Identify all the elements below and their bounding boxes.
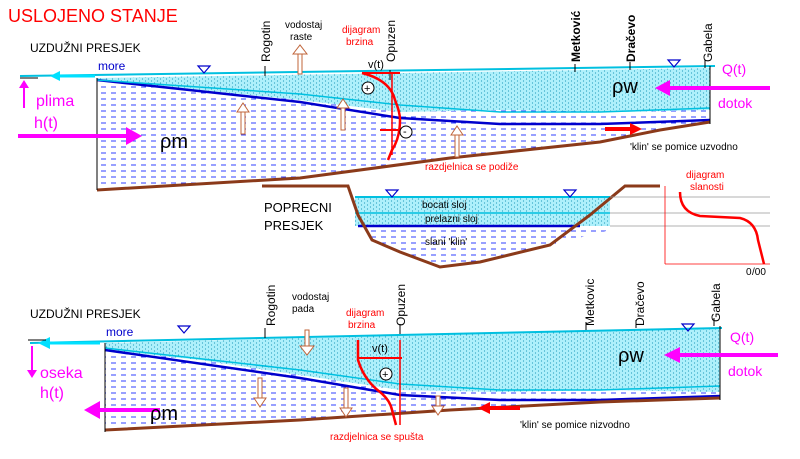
top-plus-symbol [361, 81, 375, 95]
page-title: USLOJENO STANJE [8, 6, 178, 26]
bottom-inflow-label: dotok [728, 363, 763, 379]
cross-riverbed [262, 184, 660, 269]
top-section-label: UZDUŽNI PRESJEK [30, 40, 141, 55]
top-rho-m: ρm [160, 131, 188, 153]
top-level-note-2: raste [290, 32, 313, 43]
top-place-gabela: Gabela [701, 23, 715, 62]
top-interface-line [96, 78, 711, 126]
cross-layer-mid: prelazni sloj [425, 214, 478, 225]
top-place-dracevo: Dračevo [624, 15, 638, 62]
bottom-velocity-note-2: brzina [348, 320, 376, 331]
top-velocity-note-2: brzina [346, 37, 374, 48]
top-tide-label: plima [36, 93, 74, 110]
top-wedge-note: 'klin' se pomice uzvodno [630, 142, 738, 153]
bottom-level-marker-right [680, 323, 696, 332]
top-inflow-arrowhead [655, 80, 670, 96]
bottom-place-opuzen: Opuzen [394, 284, 408, 326]
top-tide-rise-arrowhead [19, 80, 29, 88]
cross-section: POPRECNI PRESJEK bocati sloj prelazni sl… [262, 170, 770, 278]
bottom-velocity-symbol: v(t) [372, 343, 388, 355]
bottom-wedge-note: 'klin' se pomice nizvodno [520, 420, 630, 431]
top-velocity-note-1: dijagram [342, 25, 380, 36]
bottom-interface-fall-arrows [253, 377, 445, 418]
bottom-riverbed [104, 396, 721, 432]
bottom-plus-symbol [379, 367, 393, 381]
top-sea-inflow-arrowhead [126, 127, 142, 145]
top-place-metkovic: Metković [569, 10, 583, 62]
salinity-zero: 0 [746, 267, 752, 278]
top-level-rise-arrow [297, 53, 303, 75]
cross-layer-top: bocati sloj [422, 200, 466, 211]
top-minus-symbol [399, 125, 413, 139]
top-velocity-profile [361, 71, 402, 161]
top-plus-mark: + [364, 83, 370, 95]
bottom-sea-outflow-arrowhead [84, 401, 100, 419]
top-minus-mark: - [403, 126, 407, 138]
salinity-note-1: dijagram [686, 170, 724, 181]
bottom-tide-fall-arrowhead [27, 370, 37, 378]
bottom-transition-line [104, 347, 721, 391]
bottom-interface-note: razdjelnica se spušta [330, 432, 424, 443]
bottom-level-fall-arrow [304, 329, 310, 347]
bottom-tide-label: oseka [40, 365, 83, 382]
top-inflow-label: dotok [718, 95, 753, 111]
top-flow-label: Q(t) [722, 61, 746, 77]
top-level-rise-arrowhead [291, 44, 309, 55]
top-sea-label: more [98, 59, 126, 73]
salinity-profile [678, 191, 766, 265]
top-wedge-arrowhead [630, 123, 642, 135]
cross-level-marker-1 [384, 189, 400, 198]
top-transition-line [96, 79, 711, 113]
top-interface-note: razdjelnica se podiže [425, 162, 519, 173]
bottom-level-note-2: pada [292, 304, 315, 315]
top-level-note-1: vodostaj [285, 20, 322, 31]
bottom-rho-w: ρw [618, 345, 644, 367]
top-level-marker [196, 65, 212, 74]
top-fresh-layer [97, 68, 710, 112]
cross-label-1: POPRECNI [264, 200, 332, 215]
bottom-level-marker [176, 325, 192, 334]
bottom-place-metkovic: Metkovic [583, 279, 597, 326]
top-velocity-symbol: v(t) [368, 59, 384, 71]
top-place-rogotin: Rogotin [259, 21, 273, 62]
bottom-place-dracevo: Dračevo [633, 281, 647, 326]
cross-fresh-layer [355, 197, 610, 226]
bottom-sea-label: more [106, 325, 134, 339]
salinity-note-2: slanosti [690, 182, 724, 193]
top-water-surface [19, 65, 716, 77]
top-outflow-arrowhead [50, 71, 60, 81]
bottom-velocity-profile [356, 340, 398, 426]
bottom-wedge-arrowhead [478, 402, 490, 414]
bottom-rho-m: ρm [150, 403, 178, 425]
cross-label-2: PRESJEK [264, 218, 324, 233]
bottom-fresh-layer [105, 328, 720, 392]
bottom-plus-mark: + [382, 369, 388, 381]
bottom-inflow-arrowhead [664, 347, 680, 363]
top-interface-rise-arrows [236, 98, 464, 158]
bottom-water-surface [29, 327, 723, 344]
top-place-opuzen: Opuzen [384, 20, 398, 62]
bottom-longitudinal-section: UZDUŽNI PRESJEK more oseka h(t) ρm ρw Q(… [27, 279, 778, 443]
bottom-level-fall-arrowhead [298, 345, 316, 356]
bottom-outflow-arrowhead [38, 337, 50, 349]
bottom-interface-line [104, 348, 721, 402]
salinity-unit: /00 [752, 267, 766, 278]
top-riverbed [96, 120, 711, 192]
bottom-place-gabela: Gabela [709, 283, 723, 322]
bottom-tide-function: h(t) [40, 385, 64, 402]
cross-layer-bottom: slani 'klin' [425, 237, 467, 248]
top-longitudinal-section: UZDUŽNI PRESJEK more plima h(t) ρm ρw Q(… [18, 10, 770, 192]
bottom-velocity-note-1: dijagram [346, 308, 384, 319]
top-rho-w: ρw [612, 76, 638, 98]
cross-level-marker-2 [562, 189, 578, 198]
top-tide-function: h(t) [34, 115, 58, 132]
bottom-place-rogotin: Rogotin [264, 285, 278, 326]
bottom-flow-label: Q(t) [730, 329, 754, 345]
bottom-level-note-1: vodostaj [292, 292, 329, 303]
bottom-section-label: UZDUŽNI PRESJEK [30, 306, 141, 321]
top-level-marker-right [666, 59, 682, 68]
